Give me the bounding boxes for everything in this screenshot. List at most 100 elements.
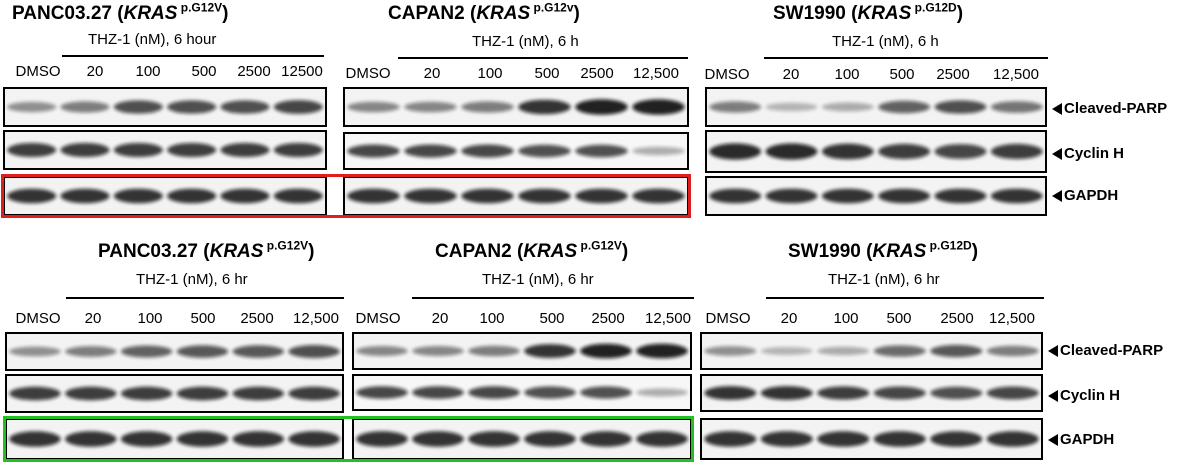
band-gapdh (288, 431, 340, 447)
band-gapdh (636, 431, 688, 447)
marker-label-cleaved-parp: Cleaved-PARP (1052, 100, 1167, 118)
lane-label: 500 (889, 66, 915, 83)
band-gapdh (580, 431, 632, 447)
band-cyclin (220, 142, 270, 158)
band-gapdh (878, 188, 931, 204)
lane-label: DMSO (345, 65, 391, 82)
band-parp (7, 101, 57, 113)
treatment-line (66, 297, 344, 299)
band-cyclin (167, 142, 217, 158)
band-gapdh (273, 188, 323, 204)
cell-line-name: SW1990 (773, 3, 846, 24)
gene-name: KRAS (872, 241, 927, 262)
blot-cleaved-parp (700, 332, 1043, 370)
blot-cyclin-h (3, 130, 327, 170)
band-cyclin (412, 386, 464, 399)
band-parp (288, 345, 340, 358)
mutation: p.G12D (926, 238, 972, 253)
treatment-label: THZ-1 (nM), 6 hour (88, 31, 217, 48)
lane-label: 12,500 (989, 310, 1035, 327)
blot-gapdh (5, 418, 344, 460)
lane-label: 2500 (240, 310, 274, 327)
band-gapdh (347, 188, 400, 204)
band-cyclin (817, 386, 870, 400)
band-parp (878, 100, 931, 114)
marker-label-gapdh: GAPDH (1052, 187, 1118, 205)
band-gapdh (821, 188, 874, 204)
cell-line-name: CAPAN2 (435, 241, 512, 262)
band-gapdh (575, 188, 628, 204)
panel-title: SW1990 (KRAS p.G12D) (788, 238, 979, 262)
band-gapdh (461, 188, 514, 204)
band-cyclin (120, 386, 173, 401)
band-cyclin (356, 386, 408, 399)
lane-label: 2500 (591, 310, 625, 327)
marker-label-cleaved-parp: Cleaved-PARP (1048, 342, 1163, 360)
band-cyclin (873, 386, 926, 400)
band-parp (65, 346, 117, 357)
band-gapdh (113, 188, 163, 204)
treatment-line (766, 297, 1044, 299)
band-cyclin (986, 386, 1039, 400)
lane-label: 100 (479, 310, 505, 327)
band-gapdh (524, 431, 576, 447)
cell-line-name: PANC03.27 (12, 3, 112, 24)
band-gapdh (220, 188, 270, 204)
lane-label: 20 (423, 65, 441, 82)
arrow-left-icon (1048, 390, 1058, 403)
blot-cleaved-parp (343, 87, 689, 127)
lane-label: 20 (431, 310, 449, 327)
lane-label: 20 (780, 310, 798, 327)
band-gapdh (765, 188, 818, 204)
band-parp (934, 100, 987, 114)
band-cyclin (60, 142, 110, 158)
lane-label: 100 (137, 310, 163, 327)
band-parp (704, 346, 757, 356)
band-parp (412, 345, 464, 357)
band-parp (273, 100, 323, 114)
band-parp (220, 100, 270, 114)
band-cyclin (821, 143, 874, 160)
band-cyclin (930, 386, 983, 400)
band-gapdh (468, 431, 520, 447)
blot-gapdh (352, 418, 692, 460)
band-parp (580, 343, 632, 359)
treatment-label: THZ-1 (nM), 6 hr (136, 271, 248, 288)
gene-name: KRAS (523, 241, 578, 262)
lane-labels: DMSO 20 100 500 2500 12,500 (340, 65, 690, 83)
band-cyclin (113, 142, 163, 158)
band-gapdh (518, 188, 571, 204)
mutation: p.G12V (577, 238, 622, 253)
band-gapdh (232, 431, 284, 447)
arrow-left-icon (1048, 345, 1058, 358)
lane-label: 12,500 (293, 310, 339, 327)
band-cyclin (347, 144, 400, 158)
band-parp (461, 101, 514, 113)
blot-gapdh (705, 176, 1047, 216)
blot-cleaved-parp (352, 332, 692, 370)
band-gapdh (709, 188, 762, 204)
band-gapdh (120, 431, 173, 447)
band-gapdh (356, 431, 408, 447)
lane-labels: DMSO 20 100 500 2500 12,500 (698, 310, 1048, 328)
band-parp (986, 345, 1039, 357)
band-gapdh (412, 431, 464, 447)
arrow-left-icon (1052, 103, 1062, 116)
band-cyclin (468, 386, 520, 399)
lane-label: 12,500 (993, 66, 1039, 83)
band-parp (632, 99, 685, 115)
mutation: p.G12D (911, 0, 957, 15)
band-cyclin (934, 144, 987, 159)
band-cyclin (9, 386, 61, 401)
band-gapdh (60, 188, 110, 204)
band-parp (167, 100, 217, 114)
treatment-line (412, 297, 694, 299)
band-gapdh (167, 188, 217, 204)
band-cyclin (273, 142, 323, 158)
gene-name: KRAS (209, 241, 264, 262)
lane-label: DMSO (15, 63, 61, 80)
arrow-left-icon (1052, 148, 1062, 161)
lane-label: 2500 (580, 65, 614, 82)
panel-title: PANC03.27 (KRAS p.G12V) (12, 0, 229, 24)
band-cyclin (990, 143, 1043, 160)
